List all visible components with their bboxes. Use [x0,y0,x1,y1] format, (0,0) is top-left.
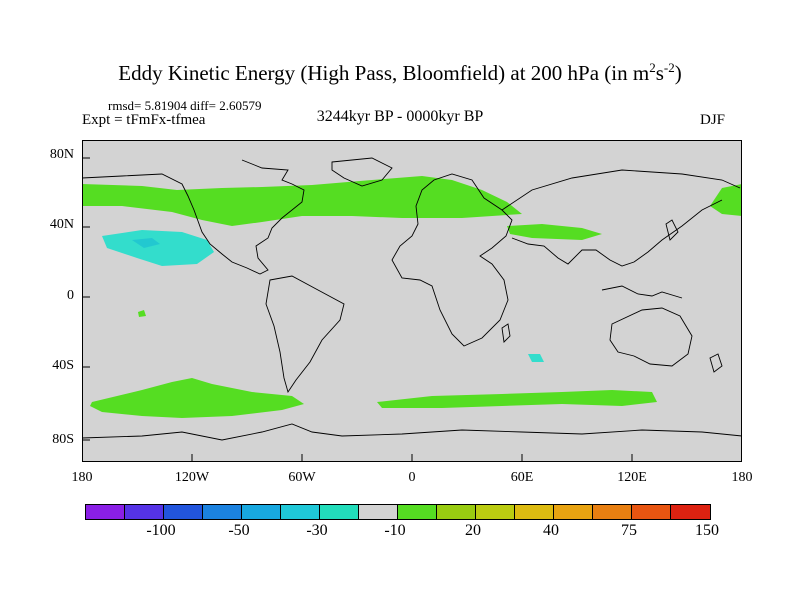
colorbar-box-9 [398,505,437,519]
anomaly-northern-storm-track-asia [507,224,602,240]
lat-label-0: 0 [67,288,74,303]
colorbar-label-6: 40 [543,522,559,539]
colorbar-label-5: 20 [465,522,481,539]
colorbar-label-1: -100 [146,522,176,539]
colorbar-box-7 [320,505,359,519]
colorbar-box-6 [281,505,320,519]
period-label: 3244kyr BP - 0000kyr BP [316,108,484,125]
colorbar-label-7: 75 [621,522,637,539]
coast-south-america [265,275,345,394]
coast-indonesia [601,285,683,299]
anomaly-northern-storm-track-east [710,184,742,216]
lon-label-0: 0 [408,470,416,485]
colorbar-box-10 [437,505,476,519]
colorbar-box-15 [632,505,671,519]
lon-label-180w: 180 [71,470,93,485]
colorbar-label-4: -10 [384,522,406,539]
lon-label-120w: 120W [174,470,210,485]
colorbar-box-2 [125,505,164,519]
colorbar-box-3 [164,505,203,519]
anomaly-southern-pacific-band [90,378,304,418]
lat-label-80s: 80S [52,432,74,447]
colorbar-box-11 [476,505,515,519]
experiment-label: Expt = tFmFx-tfmea [82,112,206,128]
lon-label-180e: 180 [731,470,753,485]
coast-antarctica [82,423,742,441]
colorbar-box-8 [359,505,398,519]
lat-label-80n: 80N [49,147,74,162]
title-unit-s: s [655,61,664,85]
anomaly-small-tropical [138,310,146,317]
lon-label-60w: 60W [288,470,316,485]
coastlines [82,157,742,441]
lat-label-40s: 40S [52,358,74,373]
coast-new-zealand [709,353,723,373]
coast-north-america [82,159,305,275]
coast-europe-africa [391,173,513,347]
colorbar-label-3: -30 [306,522,328,539]
colorbar [85,504,711,520]
lat-label-40n: 40N [49,217,74,232]
colorbar-box-14 [593,505,632,519]
colorbar-box-1 [86,505,125,519]
anomaly-south-indian-spot [528,354,544,362]
coast-asia [501,169,741,267]
title-text: Eddy Kinetic Energy (High Pass, Bloomfie… [118,61,650,85]
world-map [82,140,742,462]
coast-greenland [331,157,393,187]
colorbar-label-8: 150 [695,522,719,539]
anomaly-north-pacific-decrease [102,230,214,266]
colorbar-label-2: -50 [228,522,250,539]
chart-title: Eddy Kinetic Energy (High Pass, Bloomfie… [0,60,800,86]
season-label: DJF [700,112,726,128]
anomaly-north-pacific-core [132,238,160,248]
axis-ticks [82,157,633,462]
coast-australia [609,307,693,367]
title-sup-2: -2 [663,60,675,75]
colorbar-box-5 [242,505,281,519]
coast-madagascar [501,323,511,343]
lon-label-60e: 60E [510,470,534,485]
title-end: ) [674,61,682,85]
colorbar-box-13 [554,505,593,519]
title-sup-1: 2 [649,60,656,75]
anomaly-southern-indian-band [377,390,657,408]
lon-label-120e: 120E [617,470,647,485]
coast-japan [665,219,679,241]
colorbar-box-12 [515,505,554,519]
colorbar-box-16 [671,505,710,519]
colorbar-box-4 [203,505,242,519]
stats-text: rmsd= 5.81904 diff= 2.60579 [108,98,262,113]
